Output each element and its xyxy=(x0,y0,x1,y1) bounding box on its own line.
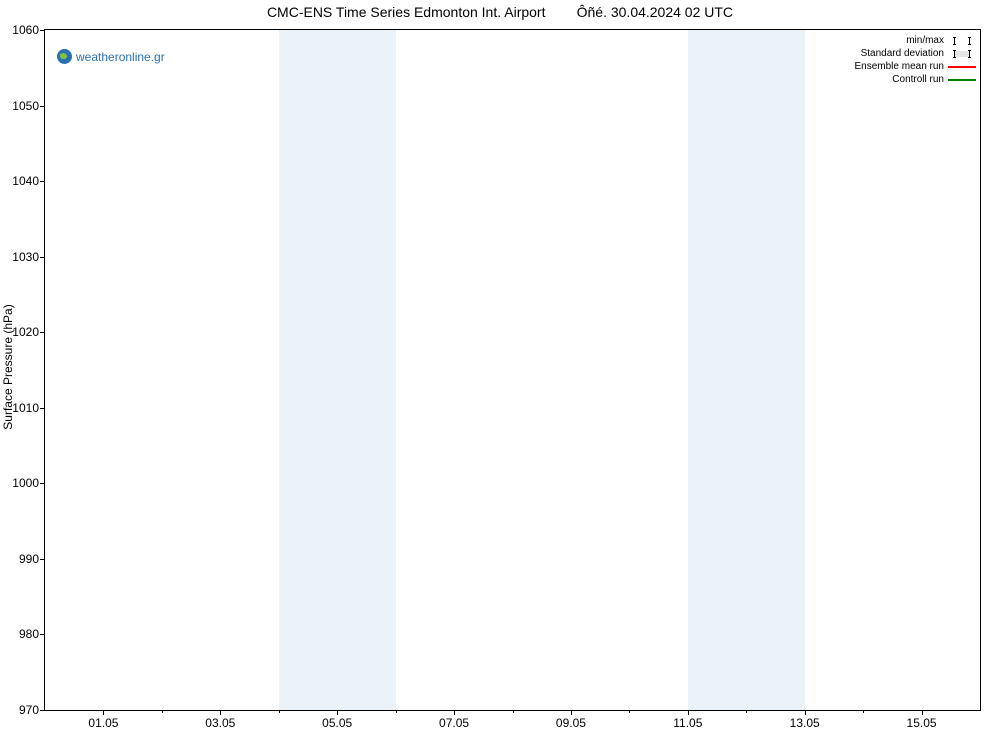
x-tick-label: 13.05 xyxy=(790,716,820,730)
legend-item: Standard deviation xyxy=(855,47,977,60)
y-tick-label: 1000 xyxy=(12,476,39,490)
y-tick xyxy=(40,106,45,107)
y-tick xyxy=(40,408,45,409)
legend-swatch xyxy=(948,62,976,72)
x-tick xyxy=(571,710,572,715)
x-minor-tick xyxy=(162,710,163,713)
y-tick xyxy=(40,559,45,560)
x-tick-label: 01.05 xyxy=(88,716,118,730)
y-tick xyxy=(40,710,45,711)
legend-item: Controll run xyxy=(855,73,977,86)
legend-label: Standard deviation xyxy=(861,47,944,60)
y-tick-label: 1020 xyxy=(12,325,39,339)
legend-label: Ensemble mean run xyxy=(855,60,945,73)
title-left: CMC-ENS Time Series Edmonton Int. Airpor… xyxy=(267,4,546,20)
x-tick xyxy=(454,710,455,715)
x-tick-label: 05.05 xyxy=(322,716,352,730)
x-minor-tick xyxy=(746,710,747,713)
y-tick xyxy=(40,332,45,333)
x-tick-label: 03.05 xyxy=(205,716,235,730)
x-minor-tick xyxy=(396,710,397,713)
weekend-shade xyxy=(279,30,396,710)
legend-swatch xyxy=(948,36,976,46)
y-tick xyxy=(40,181,45,182)
y-tick xyxy=(40,483,45,484)
y-tick-label: 1050 xyxy=(12,99,39,113)
x-tick-label: 07.05 xyxy=(439,716,469,730)
x-minor-tick xyxy=(629,710,630,713)
y-tick-label: 990 xyxy=(19,552,39,566)
x-tick xyxy=(103,710,104,715)
y-tick-label: 980 xyxy=(19,627,39,641)
y-tick-label: 970 xyxy=(19,703,39,717)
legend-item: min/max xyxy=(855,34,977,47)
x-tick xyxy=(805,710,806,715)
y-tick-label: 1040 xyxy=(12,174,39,188)
chart-title: CMC-ENS Time Series Edmonton Int. Airpor… xyxy=(0,4,1000,20)
plot-area: 970980990100010101020103010401050106001.… xyxy=(44,29,981,711)
x-tick xyxy=(337,710,338,715)
y-tick-label: 1010 xyxy=(12,401,39,415)
x-tick xyxy=(220,710,221,715)
legend-item: Ensemble mean run xyxy=(855,60,977,73)
y-tick xyxy=(40,634,45,635)
watermark: weatheronline.gr xyxy=(57,49,165,64)
legend: min/maxStandard deviationEnsemble mean r… xyxy=(855,34,977,86)
chart-container: CMC-ENS Time Series Edmonton Int. Airpor… xyxy=(0,0,1000,733)
x-tick xyxy=(922,710,923,715)
x-tick-label: 09.05 xyxy=(556,716,586,730)
title-right: Ôñé. 30.04.2024 02 UTC xyxy=(577,4,733,20)
legend-swatch xyxy=(948,75,976,85)
weekend-shade xyxy=(688,30,805,710)
x-minor-tick xyxy=(513,710,514,713)
y-tick xyxy=(40,30,45,31)
watermark-text: weatheronline.gr xyxy=(76,50,165,64)
x-tick-label: 15.05 xyxy=(907,716,937,730)
legend-label: min/max xyxy=(906,34,944,47)
x-tick-label: 11.05 xyxy=(673,716,702,730)
x-minor-tick xyxy=(279,710,280,713)
legend-swatch xyxy=(948,49,976,59)
y-tick-label: 1030 xyxy=(12,250,39,264)
legend-label: Controll run xyxy=(892,73,944,86)
x-tick xyxy=(688,710,689,715)
x-minor-tick xyxy=(863,710,864,713)
y-tick-label: 1060 xyxy=(12,23,39,37)
y-tick xyxy=(40,257,45,258)
globe-icon xyxy=(57,49,72,64)
